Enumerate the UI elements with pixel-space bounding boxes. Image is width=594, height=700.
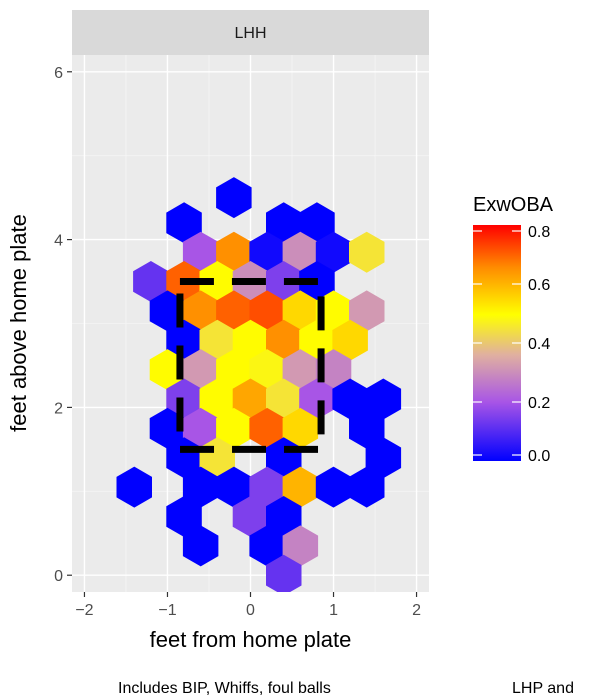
y-tick-label: 4: [54, 233, 63, 250]
x-tick-label: −1: [158, 602, 176, 619]
facet-label: LHH: [234, 25, 266, 42]
y-tick-label: 0: [54, 568, 63, 585]
x-axis-title: feet from home plate: [150, 627, 352, 652]
x-tick-label: 0: [246, 602, 255, 619]
x-tick-label: 1: [329, 602, 338, 619]
x-tick-label: −2: [75, 602, 93, 619]
y-tick-label: 2: [54, 400, 63, 417]
y-axis-title: feet above home plate: [6, 214, 31, 432]
legend-title: ExwOBA: [473, 194, 554, 216]
caption-right: LHP and: [512, 680, 574, 697]
y-tick-label: 6: [54, 65, 63, 82]
x-tick-label: 2: [412, 602, 421, 619]
legend-label: 0.2: [528, 395, 550, 412]
x-axis-ticks: −2 −1 0 1 2: [75, 592, 421, 619]
caption-left: Includes BIP, Whiffs, foul balls: [118, 680, 331, 697]
legend-label: 0.4: [528, 336, 550, 353]
y-axis-ticks: 0 2 4 6: [54, 65, 72, 585]
legend-label: 0.6: [528, 277, 550, 294]
legend-label: 0.0: [528, 448, 550, 465]
legend-label: 0.8: [528, 224, 550, 241]
